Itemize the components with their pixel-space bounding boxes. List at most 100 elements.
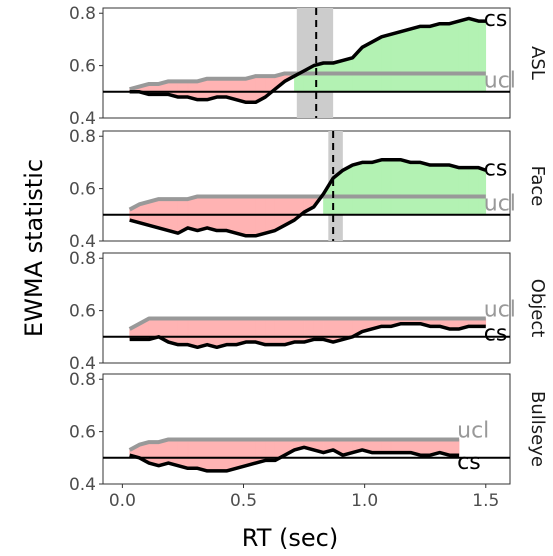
y-tick-label: 0.4: [69, 475, 96, 495]
y-tick-label: 0.8: [69, 4, 96, 24]
shade-below-segment: [197, 318, 208, 348]
shade-above-segment: [371, 159, 382, 216]
shade-above-segment: [420, 26, 431, 93]
shade-above-segment: [332, 59, 344, 93]
shade-above-segment: [400, 28, 411, 93]
shade-below-segment: [197, 196, 208, 231]
shade-above-segment: [371, 36, 382, 93]
ucl-end-label: ucl: [484, 68, 516, 93]
ucl-line: [128, 316, 486, 331]
shade-above-segment: [449, 20, 460, 93]
panel-plot-area: [103, 316, 510, 350]
x-tick-label: 1.5: [472, 491, 499, 511]
y-tick-label: 0.4: [69, 354, 96, 374]
shade-below-segment: [206, 318, 218, 348]
shade-above-segment: [400, 159, 411, 216]
shade-above-segment: [410, 25, 421, 93]
cs-line: [129, 445, 460, 473]
shade-below-segment: [255, 196, 266, 237]
shade-below-segment: [274, 318, 286, 345]
shade-below-segment: [197, 439, 208, 472]
shade-above-segment: [439, 164, 450, 216]
shade-above-segment: [381, 159, 392, 216]
y-axis-title: EWMA statistic: [20, 159, 48, 337]
shade-below-segment: [216, 439, 227, 472]
shade-below-segment: [235, 196, 247, 237]
y-tick-label: 0.6: [69, 302, 96, 322]
shade-above-segment: [468, 167, 479, 216]
panel-plot-area: [103, 437, 510, 473]
shade-below-segment: [206, 439, 218, 472]
shade-above-segment: [361, 41, 373, 93]
panel-strip-label: Object: [527, 279, 548, 338]
shade-below-segment: [265, 318, 276, 345]
cs-end-label: cs: [484, 156, 508, 181]
cs-end-label: cs: [457, 450, 481, 475]
shade-below-segment: [216, 78, 227, 98]
shade-above-segment: [420, 162, 431, 216]
shade-below-segment: [187, 318, 198, 348]
ucl-end-label: ucl: [484, 191, 516, 216]
shade-below-segment: [177, 81, 189, 98]
cs-line: [129, 16, 486, 105]
shade-above-segment: [468, 18, 479, 93]
shade-below-segment: [187, 439, 198, 469]
cs-line: [129, 321, 486, 350]
y-tick-label: 0.6: [69, 57, 96, 77]
cs-end-label: cs: [484, 321, 508, 346]
shade-above-segment: [361, 162, 373, 216]
ucl-end-label: ucl: [457, 418, 489, 443]
facet-panels: csucl0.40.60.8ASLcsucl0.40.60.8Facecsucl…: [69, 4, 548, 495]
shade-below-segment: [148, 198, 160, 229]
shade-above-segment: [390, 31, 402, 93]
shade-below-segment: [187, 196, 198, 231]
cs-end-label: cs: [484, 7, 508, 32]
panel-asl: cs ucl 0.4 0.6 0.8 ASL: [69, 4, 548, 129]
panel-face: cs ucl 0.4 0.6 0.8 Face: [69, 127, 548, 252]
y-tick-label: 0.6: [69, 423, 96, 443]
panel-strip-label: ASL: [527, 46, 548, 80]
y-tick-label: 0.6: [69, 180, 96, 200]
shade-above-segment: [313, 62, 324, 93]
panel-strip-label: Face: [527, 166, 548, 207]
ucl-line: [129, 71, 486, 92]
shade-below-segment: [226, 318, 237, 345]
x-axis: 0.0 0.5 1.0 1.5: [109, 484, 499, 511]
shade-above-segment: [449, 164, 460, 216]
panel-plot-area: [103, 8, 510, 118]
shade-below-segment: [226, 439, 237, 472]
x-tick-label: 1.0: [351, 491, 378, 511]
x-axis-title: RT (sec): [242, 524, 338, 552]
panel-plot-area: [103, 131, 510, 241]
shade-above-segment: [410, 162, 421, 216]
ucl-line: [128, 194, 486, 212]
ucl-end-label: ucl: [484, 297, 516, 322]
shade-above-segment: [352, 162, 363, 216]
shade-above-segment: [458, 167, 470, 216]
shade-below-segment: [216, 318, 227, 348]
shade-above-segment: [342, 164, 353, 216]
shade-below-segment: [294, 318, 305, 343]
y-tick-label: 0.4: [69, 232, 96, 252]
shade-above-segment: [429, 164, 441, 216]
cs-line: [129, 158, 487, 238]
panel-frame: [102, 252, 511, 364]
shade-below-segment: [216, 196, 227, 231]
shade-above-segment: [323, 62, 334, 93]
panel-frame: [102, 373, 511, 485]
x-tick-label: 0.0: [109, 491, 136, 511]
shade-below-segment: [177, 439, 189, 469]
y-tick-label: 0.8: [69, 127, 96, 147]
panel-strip-label: Bullseye: [527, 391, 548, 467]
shade-below-segment: [177, 318, 189, 345]
shade-below-segment: [420, 439, 431, 456]
shade-below-segment: [235, 439, 247, 469]
shade-below-segment: [245, 196, 256, 237]
ucl-line: [128, 437, 460, 452]
y-tick-label: 0.8: [69, 249, 96, 269]
shade-below-segment: [206, 196, 218, 231]
shade-above-segment: [390, 159, 402, 216]
shade-above-segment: [458, 18, 470, 93]
